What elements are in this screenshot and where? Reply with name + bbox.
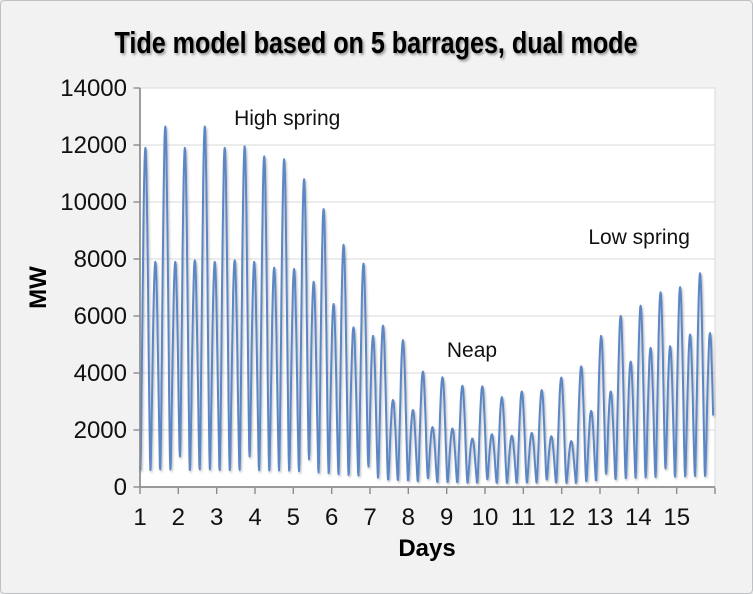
x-tick-label-7: 7 <box>363 504 376 531</box>
x-tick-label-2: 2 <box>172 504 185 531</box>
x-tick-label-12: 12 <box>548 504 575 531</box>
x-tick-label-13: 13 <box>587 504 614 531</box>
power-series-line <box>139 125 715 484</box>
x-tick-label-1: 1 <box>133 504 146 531</box>
y-tick-label-2000: 2000 <box>74 417 127 444</box>
chart-title: Tide model based on 5 barrages, dual mod… <box>115 25 638 60</box>
x-tick-label-3: 3 <box>210 504 223 531</box>
x-tick-label-9: 9 <box>440 504 453 531</box>
y-tick-label-6000: 6000 <box>74 303 127 330</box>
annotation-low-spring: Low spring <box>588 226 690 249</box>
x-tick-label-10: 10 <box>472 504 499 531</box>
x-tick-label-6: 6 <box>325 504 338 531</box>
y-tick-label-10000: 10000 <box>60 189 127 216</box>
y-tick-label-12000: 12000 <box>60 132 127 159</box>
x-tick-label-4: 4 <box>248 504 261 531</box>
x-tick-label-14: 14 <box>625 504 652 531</box>
y-tick-label-0: 0 <box>114 474 127 501</box>
x-tick-label-11: 11 <box>511 504 536 531</box>
x-tick-label-5: 5 <box>287 504 300 531</box>
y-axis-title: MW <box>25 266 52 309</box>
y-tick-label-4000: 4000 <box>74 360 127 387</box>
y-tick-label-8000: 8000 <box>74 246 127 273</box>
x-axis-title: Days <box>398 535 455 562</box>
x-tick-label-15: 15 <box>663 504 690 531</box>
axis-ticks <box>133 87 716 494</box>
y-tick-label-14000: 14000 <box>60 75 127 102</box>
annotation-neap: Neap <box>447 339 497 362</box>
annotations: High spring Neap Low spring <box>234 107 690 362</box>
annotation-high-spring: High spring <box>234 107 340 130</box>
x-tick-label-8: 8 <box>402 504 415 531</box>
plot-area <box>140 88 715 487</box>
